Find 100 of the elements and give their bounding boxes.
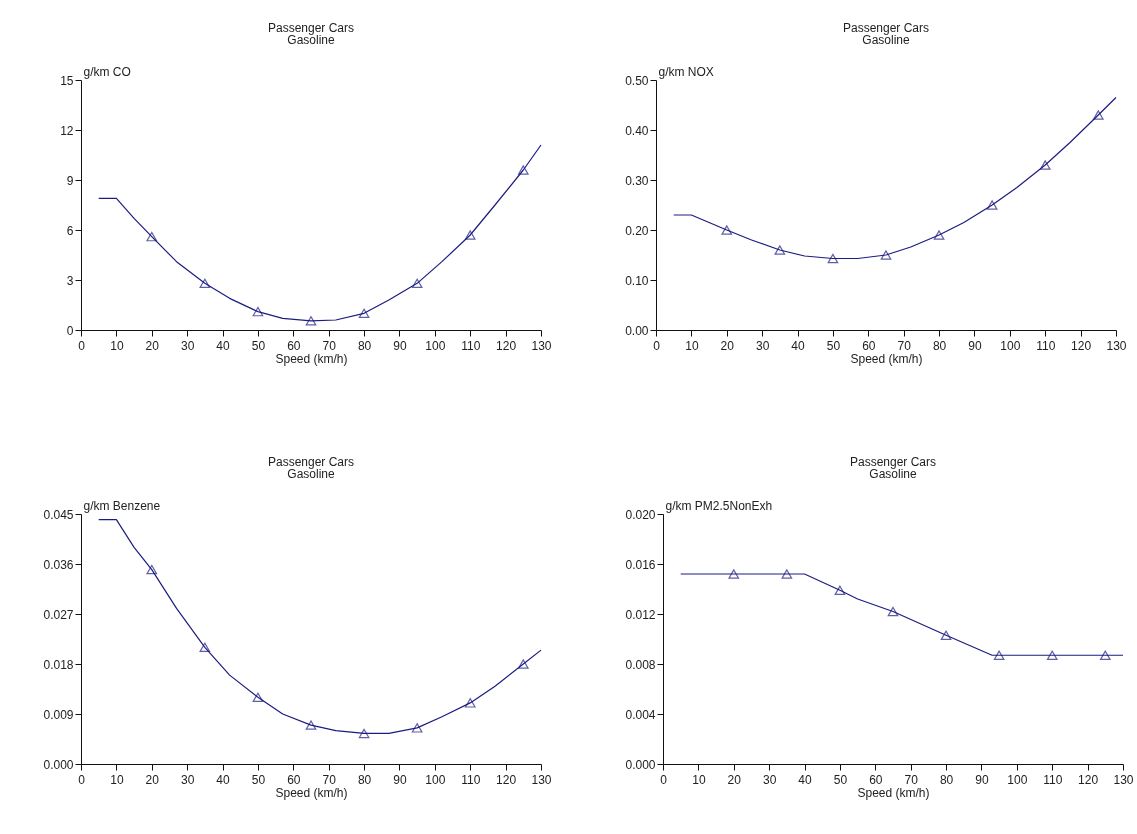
- y-axis-title: g/km Benzene: [83, 498, 161, 513]
- x-tick-label: 90: [968, 338, 982, 353]
- x-tick-label: 0: [660, 772, 668, 787]
- x-tick-label: 130: [1106, 338, 1127, 353]
- point: [774, 245, 786, 255]
- point: [199, 278, 211, 289]
- x-tick-label: 40: [216, 338, 231, 353]
- x-tick-label: 120: [496, 772, 517, 787]
- point: [940, 630, 952, 640]
- x-tick-label: 60: [287, 772, 301, 787]
- point: [1092, 110, 1104, 120]
- y-tick-label: 15: [60, 73, 74, 88]
- y-axis-title: g/km NOX: [658, 64, 714, 79]
- x-tick-label: 10: [692, 772, 706, 787]
- x-tick-label: 80: [932, 338, 947, 353]
- point: [887, 606, 899, 617]
- y-tick-label: 0.008: [625, 657, 656, 672]
- x-tick-label: 50: [251, 338, 266, 353]
- point: [464, 698, 476, 708]
- x-tick-label: 110: [461, 338, 481, 353]
- point: [993, 650, 1005, 660]
- y-tick-label: 0.020: [625, 507, 656, 522]
- point: [986, 200, 998, 210]
- x-tick-label: 0: [78, 772, 86, 787]
- y-tick-label: 0.20: [625, 223, 649, 238]
- x-tick-label: 50: [826, 338, 841, 353]
- x-axis-title: Speed (km/h): [850, 351, 923, 366]
- x-tick-label: 80: [357, 338, 372, 353]
- x-tick-label: 50: [251, 772, 266, 787]
- point: [358, 728, 370, 739]
- x-tick-label: 60: [869, 772, 883, 787]
- x-tick-label: 70: [897, 338, 912, 353]
- x-tick-label: 100: [425, 338, 446, 353]
- x-tick-label: 90: [393, 772, 407, 787]
- x-tick-label: 40: [798, 772, 813, 787]
- x-tick-label: 80: [357, 772, 372, 787]
- x-tick-label: 40: [791, 338, 806, 353]
- y-tick-label: 0.012: [625, 607, 656, 622]
- x-axis-title: Speed (km/h): [857, 785, 930, 800]
- x-tick-label: 60: [287, 338, 301, 353]
- x-tick-label: 20: [727, 772, 742, 787]
- x-axis-title: Speed (km/h): [275, 785, 348, 800]
- chart-title: Passenger Cars: [842, 21, 930, 35]
- point: [880, 250, 892, 260]
- x-tick-label: 130: [1113, 772, 1134, 787]
- x-tick-label: 0: [78, 338, 86, 353]
- point: [305, 720, 317, 730]
- y-tick-label: 0.30: [625, 173, 649, 188]
- point: [146, 231, 158, 242]
- chart-subtitle: Gasoline: [862, 33, 910, 47]
- chart-title: Passenger Cars: [267, 455, 355, 469]
- point: [834, 585, 846, 595]
- x-tick-label: 100: [1000, 338, 1021, 353]
- chart-title: Passenger Cars: [267, 21, 355, 35]
- y-tick-label: 0.50: [625, 73, 649, 88]
- x-tick-label: 120: [1078, 772, 1099, 787]
- x-tick-label: 120: [496, 338, 517, 353]
- x-tick-label: 70: [904, 772, 919, 787]
- point: [464, 230, 476, 240]
- y-tick-label: 0.40: [625, 123, 649, 138]
- y-tick-label: 0.10: [625, 273, 649, 288]
- point: [411, 723, 423, 733]
- x-tick-label: 100: [1007, 772, 1028, 787]
- y-tick-label: 3: [66, 273, 74, 288]
- y-tick-label: 0.009: [43, 707, 74, 722]
- x-tick-label: 60: [862, 338, 876, 353]
- chart-subtitle: Gasoline: [869, 467, 917, 481]
- x-tick-label: 80: [939, 772, 954, 787]
- point: [1039, 160, 1051, 170]
- x-tick-label: 130: [531, 772, 552, 787]
- x-axis-title: Speed (km/h): [275, 351, 348, 366]
- x-tick-label: 110: [1036, 338, 1056, 353]
- y-tick-label: 0.045: [43, 507, 74, 522]
- point: [305, 316, 317, 326]
- x-tick-label: 30: [180, 338, 195, 353]
- point: [781, 569, 793, 579]
- x-tick-label: 20: [145, 338, 160, 353]
- y-tick-label: 0.027: [43, 607, 74, 622]
- chart-title: Passenger Cars: [849, 455, 937, 469]
- y-tick-label: 0.016: [625, 557, 656, 572]
- y-tick-label: 0.000: [625, 757, 656, 772]
- point: [721, 225, 733, 235]
- x-tick-label: 30: [762, 772, 777, 787]
- point: [146, 564, 158, 575]
- point: [933, 230, 945, 240]
- x-tick-label: 90: [975, 772, 989, 787]
- x-tick-label: 70: [322, 772, 337, 787]
- y-tick-label: 0: [66, 323, 74, 338]
- point: [199, 642, 211, 653]
- x-tick-label: 130: [531, 338, 552, 353]
- y-tick-label: 12: [60, 123, 74, 138]
- x-tick-label: 70: [322, 338, 337, 353]
- x-tick-label: 10: [110, 772, 124, 787]
- y-tick-label: 0.018: [43, 657, 74, 672]
- chart-subtitle: Gasoline: [287, 33, 335, 47]
- y-tick-label: 0.036: [43, 557, 74, 572]
- point: [1099, 650, 1111, 660]
- point: [728, 569, 740, 579]
- point: [517, 165, 529, 175]
- x-tick-label: 30: [180, 772, 195, 787]
